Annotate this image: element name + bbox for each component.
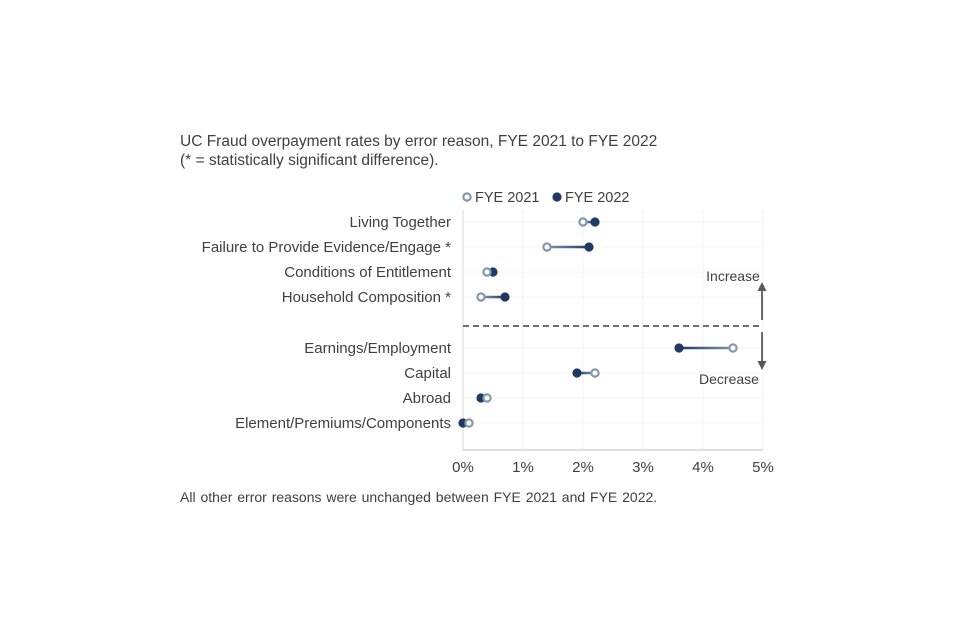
category-label: Living Together <box>350 214 451 231</box>
point-fye2021 <box>464 418 474 428</box>
chart-title-block: UC Fraud overpayment rates by error reas… <box>180 132 657 170</box>
point-fye2022 <box>572 368 582 378</box>
x-tick-label: 4% <box>692 459 714 476</box>
point-fye2022 <box>500 292 510 302</box>
point-fye2021 <box>542 242 552 252</box>
x-tick-label: 5% <box>752 459 774 476</box>
increase-arrow-head <box>757 282 767 291</box>
point-fye2022 <box>590 217 600 227</box>
decrease-arrow-head <box>757 361 767 370</box>
category-label: Capital <box>404 365 451 382</box>
legend-label-fye2022: FYE 2022 <box>565 190 630 206</box>
legend-marker-fye2021 <box>462 192 472 202</box>
point-fye2021 <box>590 368 600 378</box>
point-fye2021 <box>482 267 492 277</box>
category-label: Earnings/Employment <box>304 340 452 357</box>
x-tick-label: 0% <box>452 459 474 476</box>
x-tick-label: 3% <box>632 459 654 476</box>
point-fye2022 <box>674 343 684 353</box>
category-label: Household Composition * <box>282 289 451 306</box>
category-label: Conditions of Entitlement <box>284 264 452 281</box>
category-label: Element/Premiums/Components <box>235 415 451 432</box>
point-fye2021 <box>578 217 588 227</box>
x-tick-label: 1% <box>512 459 534 476</box>
legend-label-fye2021: FYE 2021 <box>475 190 540 206</box>
legend-marker-fye2022 <box>552 192 562 202</box>
category-label: Abroad <box>403 390 451 407</box>
chart-title: UC Fraud overpayment rates by error reas… <box>180 133 658 150</box>
point-fye2021 <box>476 292 486 302</box>
increase-label: Increase <box>706 268 760 284</box>
chart-footnote: All other error reasons were unchanged b… <box>180 489 658 505</box>
category-label: Failure to Provide Evidence/Engage * <box>202 239 451 256</box>
decrease-label: Decrease <box>699 371 759 387</box>
x-tick-label: 2% <box>572 459 594 476</box>
point-fye2022 <box>584 242 594 252</box>
point-fye2021 <box>728 343 738 353</box>
chart-subtitle: (* = statistically significant differenc… <box>180 152 439 169</box>
point-fye2021 <box>482 393 492 403</box>
